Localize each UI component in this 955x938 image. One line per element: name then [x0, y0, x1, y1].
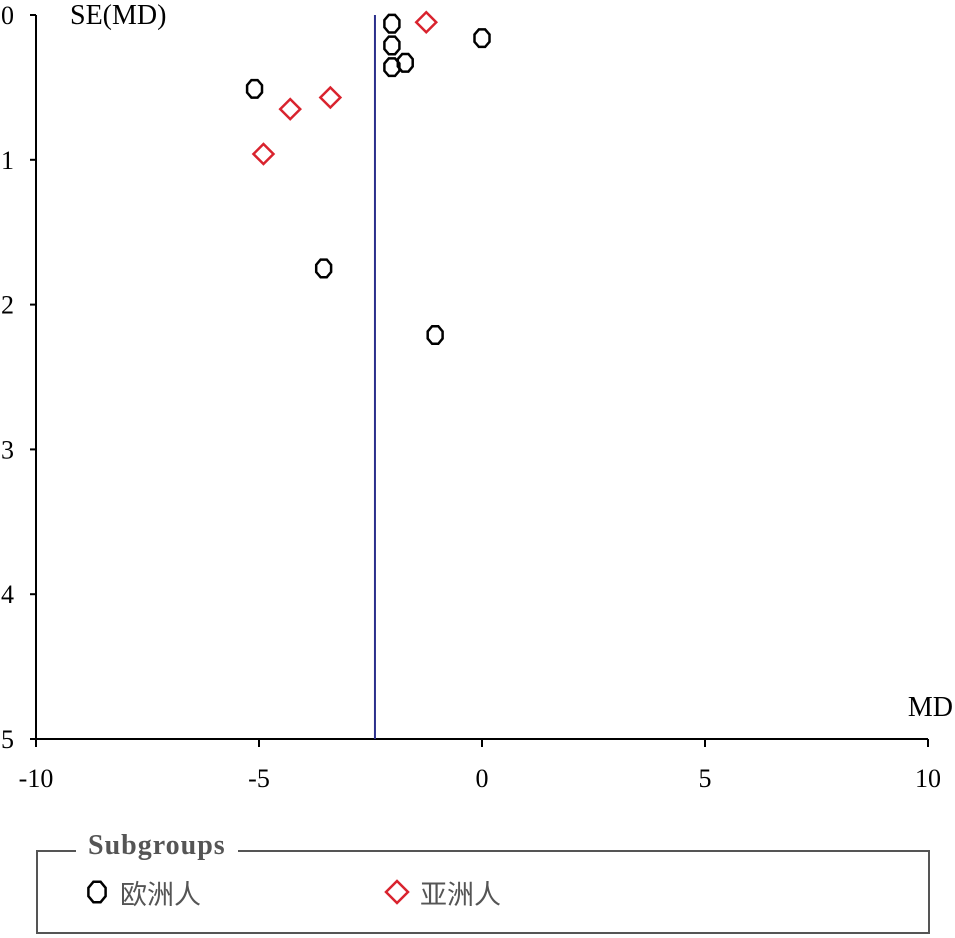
octagon-icon — [87, 880, 107, 904]
y-tick-label: 3 — [1, 435, 14, 464]
axes — [35, 15, 928, 740]
legend-item-asian: 亚洲人 — [382, 874, 501, 911]
legend-title: Subgroups — [76, 830, 238, 862]
data-point-asian — [318, 85, 343, 110]
ticks: -10 -5 0 5 10 0 1 2 3 4 5 — [1, 1, 941, 793]
data-point-european — [473, 28, 491, 49]
data-points — [245, 10, 491, 346]
legend-label-european: 欧洲人 — [120, 879, 201, 911]
data-point-european — [396, 52, 414, 73]
diamond-icon — [384, 879, 410, 905]
x-tick-label: 0 — [476, 764, 489, 793]
x-tick-label: -10 — [19, 764, 54, 793]
data-point-asian — [414, 10, 439, 35]
data-point-european — [383, 35, 401, 56]
y-tick-label: 4 — [1, 580, 14, 609]
x-axis-label: MD — [908, 692, 953, 723]
data-point-european — [383, 57, 401, 78]
y-tick-label: 2 — [1, 291, 14, 320]
data-point-european — [383, 13, 401, 34]
y-tick-label: 0 — [1, 1, 14, 30]
data-point-european — [245, 78, 264, 99]
data-point-european — [314, 258, 333, 279]
x-tick-label: 5 — [699, 764, 712, 793]
x-tick-label: 10 — [915, 764, 941, 793]
y-tick-label: 1 — [1, 146, 14, 175]
legend-frame — [36, 850, 930, 934]
funnel-plot: -10 -5 0 5 10 0 1 2 3 4 5 MD SE(MD) — [1, 0, 953, 793]
legend-label-asian: 亚洲人 — [420, 879, 501, 911]
legend-item-european: 欧洲人 — [82, 874, 201, 911]
y-axis-label: SE(MD) — [70, 0, 166, 31]
data-point-asian — [278, 97, 302, 121]
data-point-asian — [251, 142, 276, 166]
x-tick-label: -5 — [248, 764, 270, 793]
data-point-european — [426, 324, 444, 346]
y-tick-label: 5 — [1, 725, 14, 754]
